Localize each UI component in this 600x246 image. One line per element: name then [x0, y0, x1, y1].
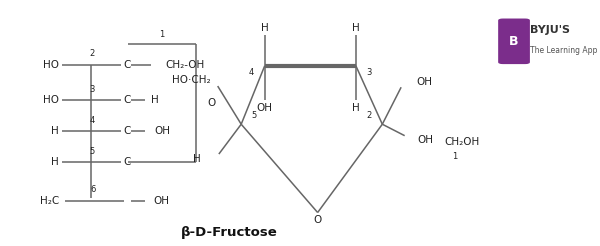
Text: OH: OH	[257, 103, 273, 112]
Text: OH: OH	[416, 77, 433, 88]
Text: C: C	[124, 157, 131, 168]
Text: HO: HO	[43, 60, 59, 70]
Text: H: H	[261, 23, 269, 32]
Text: O: O	[208, 98, 216, 108]
Text: 5: 5	[90, 147, 95, 156]
Text: 2: 2	[367, 111, 372, 120]
Text: 3: 3	[90, 85, 95, 94]
Text: OH: OH	[155, 126, 171, 136]
Text: 2: 2	[90, 49, 95, 58]
Text: H₂C: H₂C	[40, 196, 59, 206]
Text: B: B	[509, 35, 519, 48]
Text: H: H	[352, 23, 360, 32]
Text: H: H	[51, 157, 59, 168]
Text: 1: 1	[160, 30, 165, 39]
Text: CH₂OH: CH₂OH	[444, 137, 479, 147]
Text: OH: OH	[154, 196, 170, 206]
Text: 1: 1	[452, 152, 457, 161]
Text: H: H	[151, 95, 159, 105]
Text: The Learning App: The Learning App	[530, 46, 598, 55]
FancyBboxPatch shape	[498, 18, 530, 64]
Text: C: C	[124, 95, 131, 105]
Text: H: H	[51, 126, 59, 136]
Text: 4: 4	[249, 68, 254, 77]
Text: 4: 4	[90, 116, 95, 125]
Text: β-D-Fructose: β-D-Fructose	[181, 226, 278, 239]
Text: H: H	[193, 154, 201, 164]
Text: H: H	[352, 103, 360, 112]
Text: OH: OH	[418, 135, 434, 145]
Text: C: C	[124, 126, 131, 136]
Text: BYJU'S: BYJU'S	[530, 25, 571, 35]
Text: 5: 5	[252, 111, 257, 120]
Text: HO·CH₂: HO·CH₂	[172, 75, 211, 85]
Text: CH₂-OH: CH₂-OH	[166, 60, 205, 70]
Text: O: O	[314, 215, 322, 225]
Text: 3: 3	[367, 68, 372, 77]
Text: 6: 6	[91, 185, 96, 194]
Text: HO: HO	[43, 95, 59, 105]
Text: C: C	[124, 60, 131, 70]
